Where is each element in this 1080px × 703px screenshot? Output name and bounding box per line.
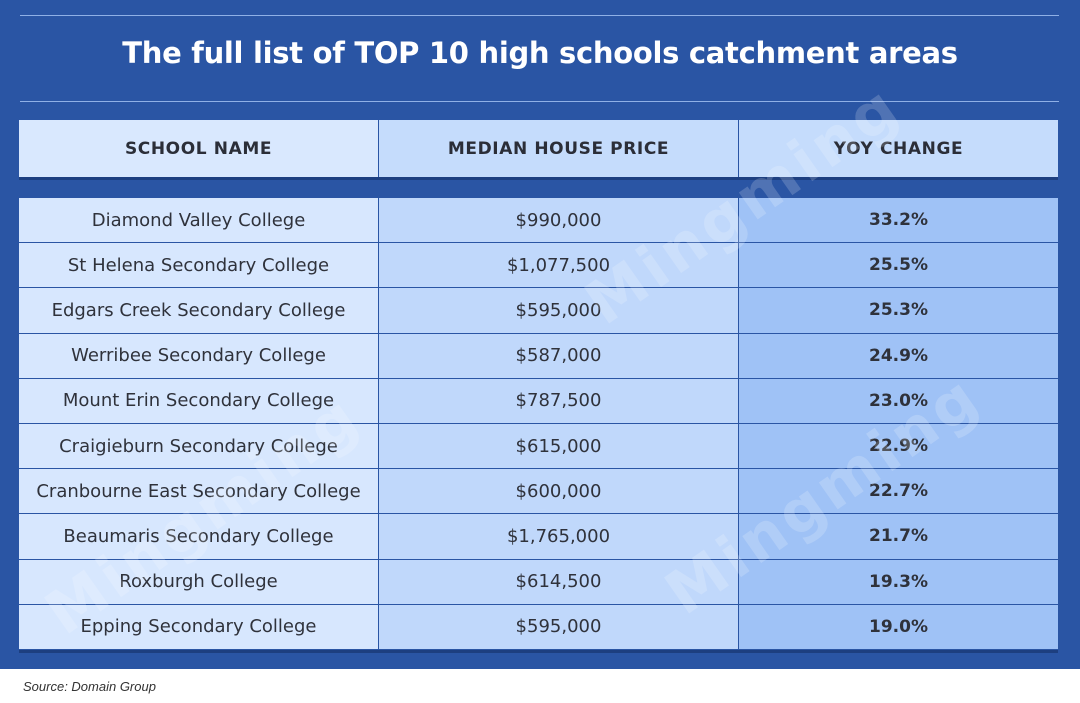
- table-row: Edgars Creek Secondary College $595,000 …: [19, 288, 1058, 334]
- header-school-name: SCHOOL NAME: [19, 120, 379, 177]
- yoy-cell: 24.9%: [739, 333, 1058, 378]
- school-name-cell: Roxburgh College: [19, 559, 379, 604]
- price-cell: $990,000: [379, 198, 739, 243]
- page-title: The full list of TOP 10 high schools cat…: [122, 36, 958, 70]
- table-bottom-border: [19, 650, 1058, 653]
- school-name-cell: Mount Erin Secondary College: [19, 378, 379, 423]
- price-cell: $614,500: [379, 559, 739, 604]
- school-name-cell: St Helena Secondary College: [19, 243, 379, 288]
- school-name-cell: Craigieburn Secondary College: [19, 423, 379, 469]
- school-name-cell: Beaumaris Secondary College: [19, 514, 379, 559]
- price-cell: $787,500: [379, 378, 739, 423]
- yoy-cell: 25.5%: [739, 243, 1058, 288]
- price-cell: $1,765,000: [379, 514, 739, 559]
- table-row: Werribee Secondary College $587,000 24.9…: [19, 333, 1058, 379]
- yoy-cell: 33.2%: [739, 198, 1058, 243]
- header-median-house-price: MEDIAN HOUSE PRICE: [379, 120, 739, 177]
- price-cell: $600,000: [379, 469, 739, 514]
- yoy-cell: 19.0%: [739, 604, 1058, 649]
- table-panel: The full list of TOP 10 high schools cat…: [0, 0, 1080, 669]
- table-row: Cranbourne East Secondary College $600,0…: [19, 469, 1058, 515]
- yoy-cell: 19.3%: [739, 559, 1058, 604]
- yoy-cell: 22.7%: [739, 469, 1058, 514]
- school-name-cell: Cranbourne East Secondary College: [19, 469, 379, 514]
- price-cell: $615,000: [379, 423, 739, 469]
- table-row: Mount Erin Secondary College $787,500 23…: [19, 378, 1058, 424]
- yoy-cell: 22.9%: [739, 423, 1058, 469]
- yoy-cell: 23.0%: [739, 378, 1058, 423]
- price-cell: $587,000: [379, 333, 739, 378]
- price-cell: $1,077,500: [379, 243, 739, 288]
- table-row: Epping Secondary College $595,000 19.0%: [19, 604, 1058, 650]
- title-divider: [20, 101, 1059, 102]
- school-name-cell: Diamond Valley College: [19, 198, 379, 243]
- table-row: Beaumaris Secondary College $1,765,000 2…: [19, 514, 1058, 560]
- school-name-cell: Werribee Secondary College: [19, 333, 379, 378]
- price-cell: $595,000: [379, 604, 739, 649]
- price-cell: $595,000: [379, 288, 739, 333]
- source-note: Source: Domain Group: [23, 679, 156, 694]
- table-row: St Helena Secondary College $1,077,500 2…: [19, 243, 1058, 289]
- top-divider: [20, 15, 1059, 16]
- table-row: Roxburgh College $614,500 19.3%: [19, 559, 1058, 605]
- table-body: Diamond Valley College $990,000 33.2% St…: [19, 198, 1058, 650]
- school-name-cell: Epping Secondary College: [19, 604, 379, 649]
- table-row: Diamond Valley College $990,000 33.2%: [19, 198, 1058, 244]
- school-name-cell: Edgars Creek Secondary College: [19, 288, 379, 333]
- table-header: SCHOOL NAME MEDIAN HOUSE PRICE YOY CHANG…: [19, 120, 1058, 180]
- table-row: Craigieburn Secondary College $615,000 2…: [19, 423, 1058, 470]
- yoy-cell: 25.3%: [739, 288, 1058, 333]
- header-yoy-change: YOY CHANGE: [739, 120, 1058, 177]
- yoy-cell: 21.7%: [739, 514, 1058, 559]
